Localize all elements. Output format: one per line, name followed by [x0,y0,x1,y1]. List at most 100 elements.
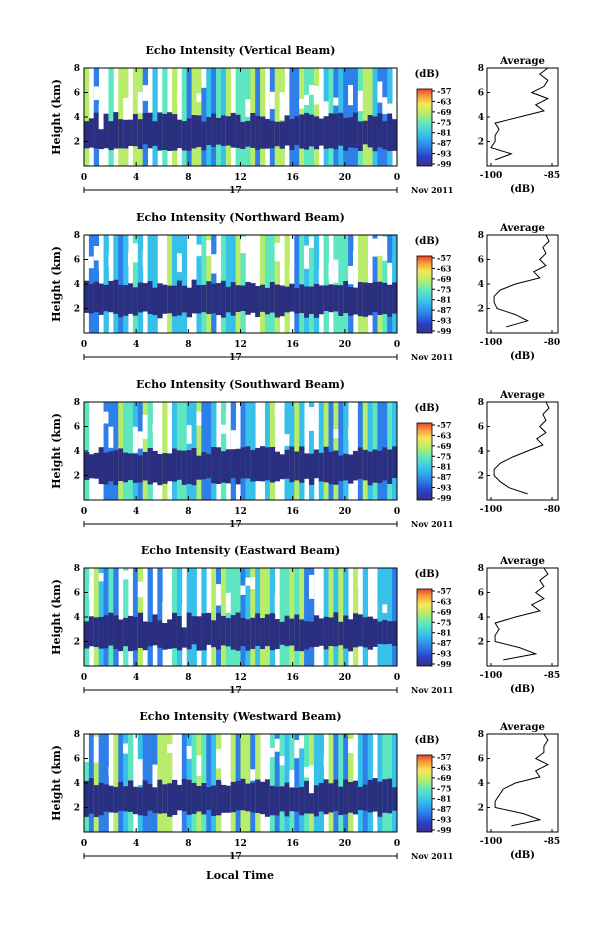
colorbar-tick-label: -57 [437,253,451,263]
x-tick-label: 0 [394,173,400,183]
date-suffix: Nov 2011 [411,851,453,861]
average-y-tick-label: 8 [478,64,484,74]
colorbar-tick-label: -81 [437,462,451,472]
panel-title: Echo Intensity (Vertical Beam) [145,44,335,57]
x-tick-label: 0 [81,507,87,517]
colorbar-tick-label: -57 [437,420,451,430]
y-axis-label: Height (km) [50,79,63,155]
colorbar-tick-label: -87 [437,638,451,648]
colorbar-tick-label: -99 [437,159,452,169]
date-label: 17 [229,686,242,696]
x-tick-label: 20 [339,507,352,517]
colorbar-tick-label: -87 [437,804,451,814]
colorbar-tick-label: -93 [437,149,452,159]
date-label: 17 [229,852,242,862]
y-tick-label: 4 [74,779,80,789]
colorbar [416,588,433,667]
average-frame [486,733,559,833]
date-suffix: Nov 2011 [411,185,453,195]
panel-title: Echo Intensity (Southward Beam) [136,378,345,391]
y-tick-label: 2 [74,138,80,148]
colorbar-tick-label: -75 [437,617,451,627]
panel-1: Echo Intensity (Vertical Beam) 2 4 6 8 Height… [50,44,560,196]
y-tick-label: 2 [74,804,80,814]
average-y-tick-label: 6 [478,256,484,266]
heatmap [84,68,398,166]
colorbar-unit: (dB) [415,236,440,247]
y-tick-label: 8 [74,231,80,241]
average-x-label: (dB) [510,351,535,362]
x-tick-label: 20 [339,173,352,183]
average-y-tick-label: 8 [478,564,484,574]
x-tick-label: 8 [185,507,191,517]
average-x-label: (dB) [510,684,535,695]
average-profile-line [494,567,549,661]
x-tick-label: 0 [394,839,400,849]
y-axis-label: Height (km) [50,246,63,322]
colorbar-tick-label: -87 [437,138,451,148]
average-y-tick-label: 6 [478,589,484,599]
y-tick-label: 6 [74,589,80,599]
y-tick-label: 8 [74,730,80,740]
x-tick-label: 16 [286,173,299,183]
y-tick-label: 4 [74,613,80,623]
colorbar-tick-label: -93 [437,316,452,326]
average-y-tick-label: 2 [478,305,484,315]
x-tick-label: 4 [133,173,139,183]
average-y-tick-label: 6 [478,423,484,433]
colorbar-tick-label: -93 [437,483,452,493]
colorbar-tick-label: -99 [437,493,452,503]
x-tick-label: 16 [286,673,299,683]
y-tick-label: 6 [74,423,80,433]
panel-4: Echo Intensity (Eastward Beam) 2 4 6 8 Height… [50,544,560,696]
colorbar-unit: (dB) [415,735,440,746]
average-y-tick-label: 4 [478,280,484,290]
date-label: 17 [229,520,242,530]
average-x-tick-label: -100 [480,505,503,515]
colorbar-tick-label: -93 [437,815,452,825]
colorbar-unit: (dB) [415,569,440,580]
y-axis-label: Height (km) [50,413,63,489]
colorbar-tick-label: -99 [437,659,452,669]
colorbar-tick-label: -87 [437,305,451,315]
colorbar-tick-label: -69 [437,274,452,284]
average-y-tick-label: 8 [478,730,484,740]
average-y-tick-label: 2 [478,638,484,648]
colorbar-tick-label: -63 [437,96,452,106]
x-tick-label: 12 [234,507,247,517]
x-tick-label: 8 [185,839,191,849]
y-tick-label: 6 [74,256,80,266]
average-frame [486,567,559,667]
average-y-tick-label: 6 [478,755,484,765]
date-label: 17 [229,186,242,196]
panel-title: Echo Intensity (Westward Beam) [139,710,341,723]
average-profile-line [493,401,550,495]
average-y-tick-label: 2 [478,138,484,148]
x-tick-label: 4 [133,839,139,849]
average-title: Average [499,390,545,401]
average-title: Average [499,223,545,234]
average-x-tick-label: -80 [544,505,560,515]
average-title: Average [499,556,545,567]
colorbar-tick-label: -99 [437,825,452,835]
average-frame [486,67,559,167]
x-tick-label: 8 [185,340,191,350]
date-label: 17 [229,353,242,363]
x-tick-label: 12 [234,839,247,849]
average-y-tick-label: 8 [478,398,484,408]
heatmap [84,568,398,666]
average-y-tick-label: 4 [478,613,484,623]
colorbar [416,255,433,334]
y-tick-label: 2 [74,472,80,482]
average-y-tick-label: 2 [478,472,484,482]
panel-title: Echo Intensity (Northward Beam) [136,211,345,224]
colorbar-tick-label: -69 [437,607,452,617]
colorbar-tick-label: -69 [437,107,452,117]
average-y-tick-label: 2 [478,804,484,814]
average-title: Average [499,722,545,733]
average-x-label: (dB) [510,850,535,861]
average-x-tick-label: -100 [480,837,503,847]
x-tick-label: 4 [133,673,139,683]
colorbar-tick-label: -81 [437,295,451,305]
x-tick-label: 0 [81,340,87,350]
